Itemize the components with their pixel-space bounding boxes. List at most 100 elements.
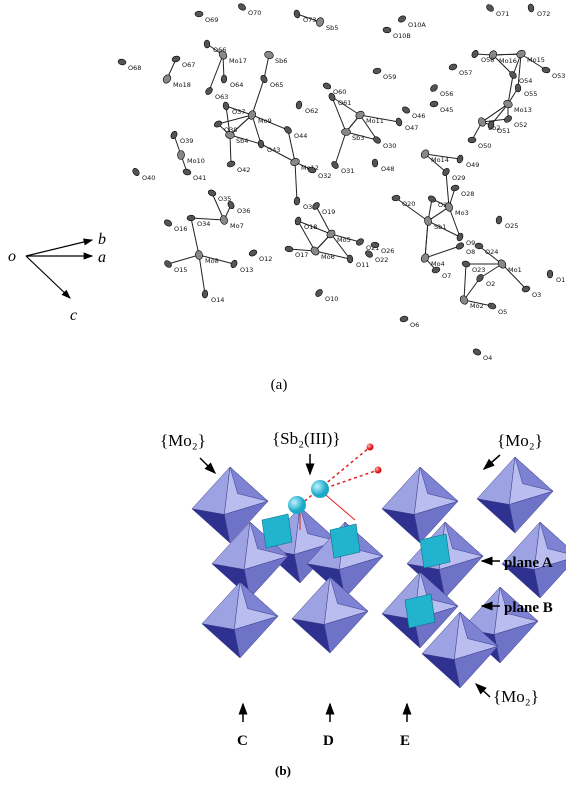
- atom-label: Mo7: [230, 222, 244, 230]
- atom-label: O42: [237, 166, 250, 174]
- atom-ellipsoid: [400, 315, 409, 322]
- atom-ellipsoid: [495, 216, 502, 225]
- atom-ellipsoid: [503, 114, 513, 123]
- atom-ellipsoid: [354, 110, 365, 121]
- atom-label: Mo17: [229, 57, 247, 65]
- atom-ellipsoid: [450, 184, 459, 191]
- atom-label: O12: [259, 255, 272, 263]
- atom-label: O13: [240, 266, 253, 274]
- atom-ellipsoid: [202, 290, 208, 298]
- atom-label: Mo13: [514, 106, 532, 114]
- atom-ellipsoid: [264, 50, 275, 60]
- atom-ellipsoid: [283, 125, 293, 135]
- octahedron-face: [292, 577, 330, 625]
- atom-label: O48: [381, 165, 394, 173]
- atom-label: O43: [267, 146, 280, 154]
- atom-ellipsoid: [204, 86, 213, 96]
- atom-ellipsoid: [487, 302, 496, 310]
- atom-label: O54: [519, 77, 532, 85]
- atom-ellipsoid: [162, 73, 173, 84]
- annotation: plane A: [504, 555, 553, 571]
- atom-ellipsoid: [285, 245, 294, 252]
- atom-label: Mo10: [187, 157, 205, 165]
- atom-label: O37: [232, 108, 245, 116]
- atom-label: O52: [514, 121, 527, 129]
- atom-ellipsoid: [515, 84, 521, 93]
- bond: [168, 255, 199, 264]
- atom-ellipsoid: [527, 4, 534, 13]
- annotation: {Mo₂}: [160, 431, 206, 450]
- atom-ellipsoid: [355, 237, 365, 246]
- atom-label: O3: [532, 291, 541, 299]
- atom-label: O44: [294, 132, 307, 140]
- axis-a: a: [98, 249, 106, 266]
- axis-c: c: [70, 307, 77, 324]
- atom-label: O72: [537, 10, 550, 18]
- atom-label: O63: [215, 93, 228, 101]
- atom-label: O57: [459, 69, 472, 77]
- atom-label: Mo11: [366, 117, 384, 125]
- atom-label: O16: [174, 225, 187, 233]
- atom-ellipsoid: [230, 259, 239, 269]
- atom-label: O34: [197, 220, 210, 228]
- atom-ellipsoid: [373, 67, 382, 74]
- axis-b: b: [98, 231, 106, 248]
- bond: [252, 79, 264, 115]
- atom-ellipsoid: [187, 215, 195, 221]
- atom-label: O45: [440, 106, 453, 114]
- atom-label: Sb1: [434, 223, 446, 231]
- bond: [464, 264, 466, 300]
- atom-ellipsoid: [195, 11, 203, 17]
- atom-ellipsoid: [456, 232, 464, 242]
- atom-ellipsoid: [475, 243, 484, 249]
- atom-label: O47: [405, 124, 418, 132]
- octahedron-face: [382, 467, 420, 515]
- atom-label: Sb3: [352, 134, 364, 142]
- atom-ellipsoid: [429, 83, 439, 93]
- atom-label: Mo14: [431, 156, 449, 164]
- atom-label: O31: [341, 167, 354, 175]
- atom-ellipsoid: [461, 260, 470, 268]
- atom-label: O41: [193, 174, 206, 182]
- atom-ellipsoid: [459, 294, 470, 305]
- atom-label: Mo9: [258, 117, 272, 125]
- atom-ellipsoid: [219, 215, 229, 226]
- atom-ellipsoid: [182, 168, 191, 176]
- atom-ellipsoid: [226, 160, 235, 168]
- atom-label: O9: [466, 239, 475, 247]
- annotation: D: [323, 733, 334, 749]
- bond: [425, 246, 460, 258]
- atom-label: O40: [142, 174, 155, 182]
- atom-label: O18: [304, 223, 317, 231]
- atom-ellipsoid: [341, 128, 350, 135]
- atom-ellipsoid: [294, 197, 301, 206]
- bond: [209, 55, 223, 91]
- atom-ellipsoid: [477, 116, 487, 127]
- atom-label: O71: [496, 10, 509, 18]
- atom-ellipsoid: [383, 27, 391, 33]
- atom-label: O10B: [393, 32, 411, 40]
- atom-label: O55: [524, 90, 537, 98]
- octahedron-face: [192, 467, 230, 515]
- atom-label: O50: [478, 142, 491, 150]
- axis-origin: o: [8, 248, 16, 265]
- octahedron-face: [477, 457, 515, 505]
- axes-indicator: [26, 240, 92, 298]
- atom-ellipsoid: [322, 82, 332, 90]
- atom-ellipsoid: [170, 130, 179, 140]
- atom-ellipsoid: [222, 101, 229, 110]
- atom-label: Mo3: [455, 209, 469, 217]
- atom-label: O6: [410, 321, 419, 329]
- atom-ellipsoid: [314, 288, 324, 298]
- annotation: {Sb₂(III)}: [272, 429, 341, 448]
- bond: [425, 221, 428, 258]
- atom-ellipsoid: [472, 348, 482, 357]
- atom-label: O5: [498, 308, 507, 316]
- atom-label: Mo15: [527, 56, 545, 64]
- atom-label: O2: [486, 280, 495, 288]
- atom-label: O15: [174, 266, 187, 274]
- atom-ellipsoid: [177, 150, 184, 159]
- atom-ellipsoid: [475, 273, 484, 283]
- atom-label: O65: [270, 81, 283, 89]
- atom-label: O8: [466, 248, 475, 256]
